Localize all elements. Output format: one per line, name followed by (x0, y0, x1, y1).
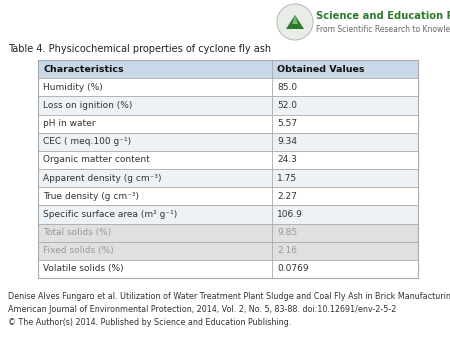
Bar (38, 60, 418, 78)
Text: Humidity (%): Humidity (%) (43, 83, 103, 92)
Text: 9.34: 9.34 (277, 137, 297, 146)
Text: Characteristics: Characteristics (43, 65, 124, 74)
Bar (38, 78, 418, 96)
Text: 24.3: 24.3 (277, 155, 297, 164)
Text: Fixed solids (%): Fixed solids (%) (43, 246, 114, 255)
Text: 0.0769: 0.0769 (277, 264, 309, 273)
Text: Obtained Values: Obtained Values (277, 65, 364, 74)
Bar (38, 151, 418, 169)
Bar (38, 115, 418, 133)
Bar (38, 260, 418, 278)
Bar (38, 242, 418, 260)
Text: American Journal of Environmental Protection, 2014, Vol. 2, No. 5, 83-88. doi:10: American Journal of Environmental Protec… (8, 305, 396, 314)
Text: CEC ( meq.100 g⁻¹): CEC ( meq.100 g⁻¹) (43, 137, 131, 146)
Text: From Scientific Research to Knowledge: From Scientific Research to Knowledge (316, 25, 450, 34)
Text: Organic matter content: Organic matter content (43, 155, 150, 164)
Circle shape (277, 4, 313, 40)
Text: 106.9: 106.9 (277, 210, 303, 219)
Bar (38, 133, 418, 151)
Text: Table 4. Physicochemical properties of cyclone fly ash: Table 4. Physicochemical properties of c… (8, 44, 271, 54)
Text: 9.85: 9.85 (277, 228, 297, 237)
Text: True density (g cm⁻³): True density (g cm⁻³) (43, 192, 139, 201)
Text: pH in water: pH in water (43, 119, 95, 128)
Text: 5.57: 5.57 (277, 119, 297, 128)
Bar (38, 60, 418, 278)
Bar (38, 169, 418, 187)
Bar (38, 223, 418, 242)
Text: Denise Alves Fungaro et al. Utilization of Water Treatment Plant Sludge and Coal: Denise Alves Fungaro et al. Utilization … (8, 292, 450, 301)
Text: Total solids (%): Total solids (%) (43, 228, 111, 237)
Polygon shape (292, 15, 298, 24)
Text: Volatile solids (%): Volatile solids (%) (43, 264, 124, 273)
Text: 2.16: 2.16 (277, 246, 297, 255)
Text: Apparent density (g cm⁻³): Apparent density (g cm⁻³) (43, 174, 162, 183)
Text: Specific surface area (m² g⁻¹): Specific surface area (m² g⁻¹) (43, 210, 177, 219)
Polygon shape (286, 15, 304, 29)
Text: 85.0: 85.0 (277, 83, 297, 92)
Bar (38, 187, 418, 205)
Bar (38, 205, 418, 223)
Text: Science and Education Publishing: Science and Education Publishing (316, 11, 450, 21)
Text: 2.27: 2.27 (277, 192, 297, 201)
Bar (38, 96, 418, 115)
Text: © The Author(s) 2014. Published by Science and Education Publishing.: © The Author(s) 2014. Published by Scien… (8, 318, 291, 327)
Text: 1.75: 1.75 (277, 174, 297, 183)
Text: Loss on ignition (%): Loss on ignition (%) (43, 101, 132, 110)
Text: 52.0: 52.0 (277, 101, 297, 110)
